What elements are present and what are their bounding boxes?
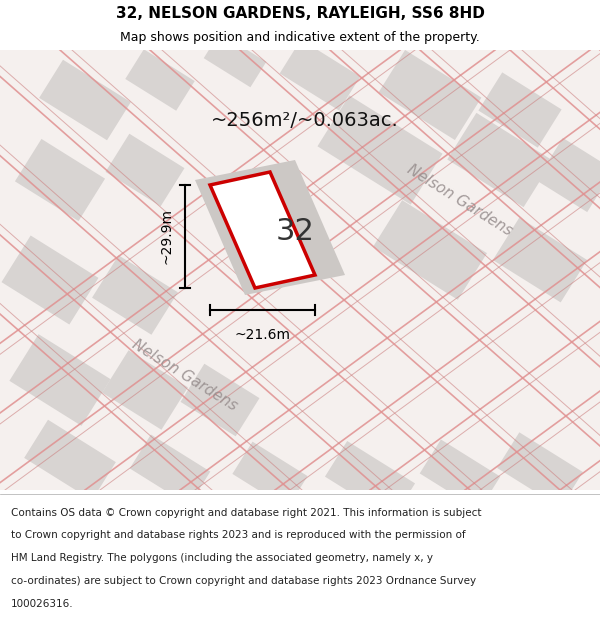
Polygon shape [130,434,210,506]
Text: 100026316.: 100026316. [11,599,73,609]
Polygon shape [195,160,345,295]
Polygon shape [102,350,188,430]
Text: co-ordinates) are subject to Crown copyright and database rights 2023 Ordnance S: co-ordinates) are subject to Crown copyr… [11,576,476,586]
Polygon shape [373,200,487,300]
Text: ~21.6m: ~21.6m [235,328,290,342]
Polygon shape [210,172,315,288]
Text: Map shows position and indicative extent of the property.: Map shows position and indicative extent… [120,31,480,44]
Polygon shape [204,32,266,88]
Text: HM Land Registry. The polygons (including the associated geometry, namely x, y: HM Land Registry. The polygons (includin… [11,554,433,564]
Polygon shape [420,439,500,511]
Text: ~29.9m: ~29.9m [159,209,173,264]
Polygon shape [379,50,481,140]
Text: Contains OS data © Crown copyright and database right 2021. This information is : Contains OS data © Crown copyright and d… [11,508,481,518]
Polygon shape [24,420,116,500]
Polygon shape [125,49,195,111]
Polygon shape [106,134,184,206]
Text: Nelson Gardens: Nelson Gardens [405,162,515,238]
Polygon shape [39,60,131,140]
Text: to Crown copyright and database rights 2023 and is reproduced with the permissio: to Crown copyright and database rights 2… [11,531,466,541]
Polygon shape [10,334,110,426]
Polygon shape [2,236,98,324]
Polygon shape [497,432,583,508]
Polygon shape [181,364,259,436]
Text: 32, NELSON GARDENS, RAYLEIGH, SS6 8HD: 32, NELSON GARDENS, RAYLEIGH, SS6 8HD [116,6,484,21]
Polygon shape [478,72,562,148]
Text: Nelson Gardens: Nelson Gardens [130,337,240,413]
Polygon shape [280,39,360,111]
Polygon shape [15,139,105,221]
Polygon shape [447,113,553,207]
Polygon shape [325,441,415,519]
Polygon shape [317,96,443,204]
Polygon shape [232,442,308,508]
Polygon shape [536,138,600,212]
Text: ~256m²/~0.063ac.: ~256m²/~0.063ac. [211,111,399,129]
Polygon shape [92,255,178,335]
Text: 32: 32 [275,217,314,246]
Polygon shape [493,217,587,302]
